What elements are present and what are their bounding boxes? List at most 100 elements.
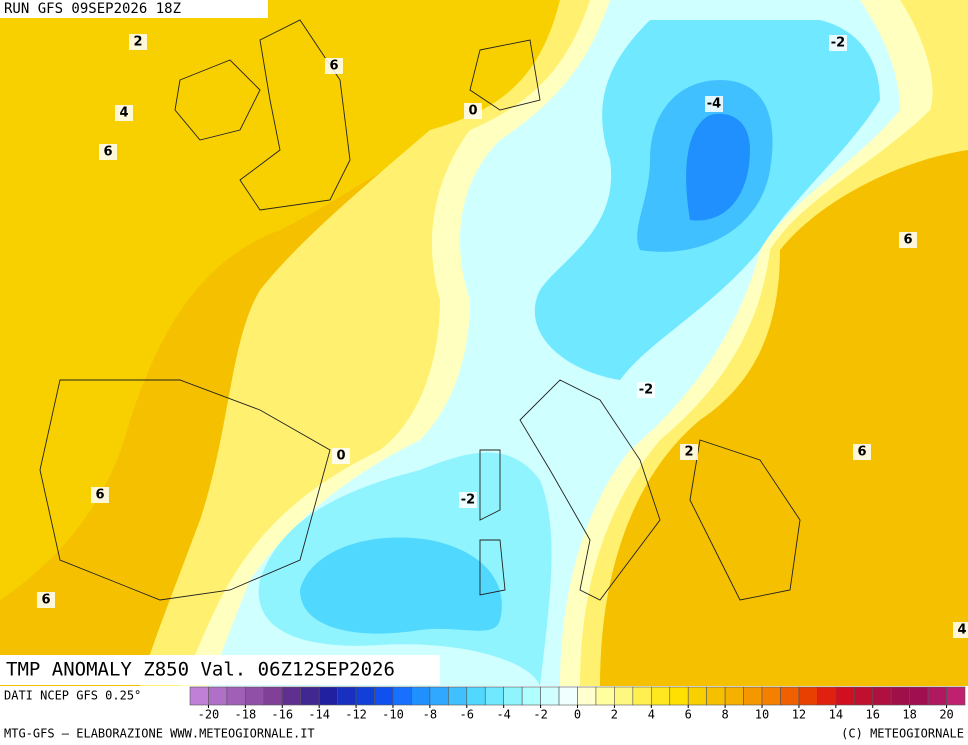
contour-label-bg	[853, 444, 871, 460]
colorbar-tick-label: 8	[722, 708, 729, 722]
source-label: DATI NCEP GFS 0.25°	[4, 689, 141, 703]
copyright: (C) METEOGIORNALE	[841, 727, 964, 741]
contour-label-bg	[705, 96, 723, 112]
colorbar-tick-label: -8	[423, 708, 437, 722]
header-box	[0, 0, 268, 18]
contour-label-bg	[129, 34, 147, 50]
colorbar-swatch	[669, 686, 689, 706]
colorbar-tick-label: -16	[271, 708, 293, 722]
contour-label: 6	[903, 233, 912, 248]
colorbar-swatch	[263, 686, 283, 706]
colorbar-swatch	[817, 686, 837, 706]
colorbar-tick-label: -6	[460, 708, 474, 722]
colorbar-swatch	[798, 686, 818, 706]
colorbar-tick-label: -14	[308, 708, 330, 722]
title-box	[0, 655, 440, 685]
contour-label: -2	[831, 36, 845, 51]
colorbar-swatch	[337, 686, 357, 706]
contour-label: 0	[336, 449, 345, 464]
colorbar: -20 -18 -16 -14 -12 -10 -8 -6 -4 -2 0 2 4 6 8 10 12 14 16 1…	[189, 686, 966, 722]
colorbar-swatch	[614, 686, 634, 706]
colorbar-swatch	[318, 686, 338, 706]
region-cyan-deep	[300, 537, 502, 634]
colorbar-swatch	[503, 686, 523, 706]
colorbar-swatch	[724, 686, 744, 706]
contour-label-bg	[899, 232, 917, 248]
contour-label: -2	[461, 493, 475, 508]
colorbar-swatch	[909, 686, 929, 706]
colorbar-swatch	[245, 686, 265, 706]
colorbar-tick-label: 20	[939, 708, 953, 722]
colorbar-tick-label: 6	[685, 708, 692, 722]
colorbar-swatch	[411, 686, 431, 706]
contour-label-bg	[332, 448, 350, 464]
contour-label: 4	[119, 106, 128, 121]
contour-label-bg	[37, 592, 55, 608]
contour-label: 6	[857, 445, 866, 460]
region-yellow	[0, 0, 567, 600]
colorbar-tick-label: -2	[533, 708, 547, 722]
contour-label: -4	[707, 97, 721, 112]
colorbar-swatch	[743, 686, 763, 706]
colorbar-tick-label: 10	[755, 708, 769, 722]
colorbar-swatch	[595, 686, 615, 706]
contour-label: 4	[957, 623, 966, 638]
colorbar-tick-label: 14	[829, 708, 843, 722]
colorbar-swatch	[946, 686, 966, 706]
region-blue-core	[686, 113, 750, 221]
colorbar-tick-label: -12	[345, 708, 367, 722]
colorbar-tick-label: -10	[382, 708, 404, 722]
colorbar-swatch	[466, 686, 486, 706]
credit: MTG-GFS — ELABORAZIONE WWW.METEOGIORNALE…	[4, 727, 315, 741]
colorbar-swatch	[706, 686, 726, 706]
contour-label-bg	[91, 487, 109, 503]
contour-label-bg	[325, 58, 343, 74]
colorbar-swatch	[853, 686, 874, 706]
colorbar-swatch	[540, 686, 560, 706]
contour-label: 2	[684, 445, 693, 460]
colorbar-swatch	[780, 686, 800, 706]
colorbar-swatch	[577, 686, 597, 706]
colorbar-swatch	[281, 686, 302, 706]
map-title: TMP ANOMALY Z850 Val. 06Z12SEP2026	[6, 659, 395, 681]
contour-label-bg	[953, 622, 968, 638]
contour-label: -2	[639, 383, 653, 398]
contour-labels: 2 6 4 6 0 -4 -2 6 -2 0 2 6 -2 6 6 4	[37, 34, 968, 638]
colorbar-swatch	[300, 686, 320, 706]
colorbar-tick-label: 4	[648, 708, 655, 722]
colorbar-tick-label: 16	[866, 708, 880, 722]
contour-label: 6	[41, 593, 50, 608]
colorbar-tick-label: -20	[198, 708, 220, 722]
colorbar-tick-label: 0	[574, 708, 581, 722]
colorbar-swatch	[208, 686, 228, 706]
colorbar-swatch	[355, 686, 375, 706]
coastlines	[39, 19, 801, 601]
colorbar-swatch	[429, 686, 449, 706]
contour-label: 6	[95, 488, 104, 503]
contour-label: 0	[468, 104, 477, 119]
colorbar-swatch	[521, 686, 541, 706]
run-label: RUN GFS 09SEP2026 18Z	[4, 1, 181, 17]
colorbar-swatch	[761, 686, 781, 706]
colorbar-tick-label: 2	[611, 708, 618, 722]
colorbar-swatch	[687, 686, 707, 706]
colorbar-tick-label: 12	[792, 708, 806, 722]
contour-label-bg	[637, 382, 655, 398]
contour-label-bg	[680, 444, 698, 460]
colorbar-swatch	[226, 686, 246, 706]
contour-label: 2	[133, 35, 142, 50]
contour-label-bg	[829, 35, 847, 51]
colorbar-tick-label: -18	[235, 708, 257, 722]
colorbar-swatch	[189, 686, 209, 706]
colorbar-swatch	[651, 686, 671, 706]
colorbar-swatch	[890, 686, 910, 706]
contour-label: 6	[103, 145, 112, 160]
colorbar-swatch	[927, 686, 947, 706]
contour-label-bg	[464, 103, 482, 119]
colorbar-swatch	[374, 686, 394, 706]
colorbar-swatch	[872, 686, 892, 706]
colorbar-swatch	[392, 686, 412, 706]
colorbar-tick-label: -4	[496, 708, 510, 722]
contour-label: 6	[329, 59, 338, 74]
